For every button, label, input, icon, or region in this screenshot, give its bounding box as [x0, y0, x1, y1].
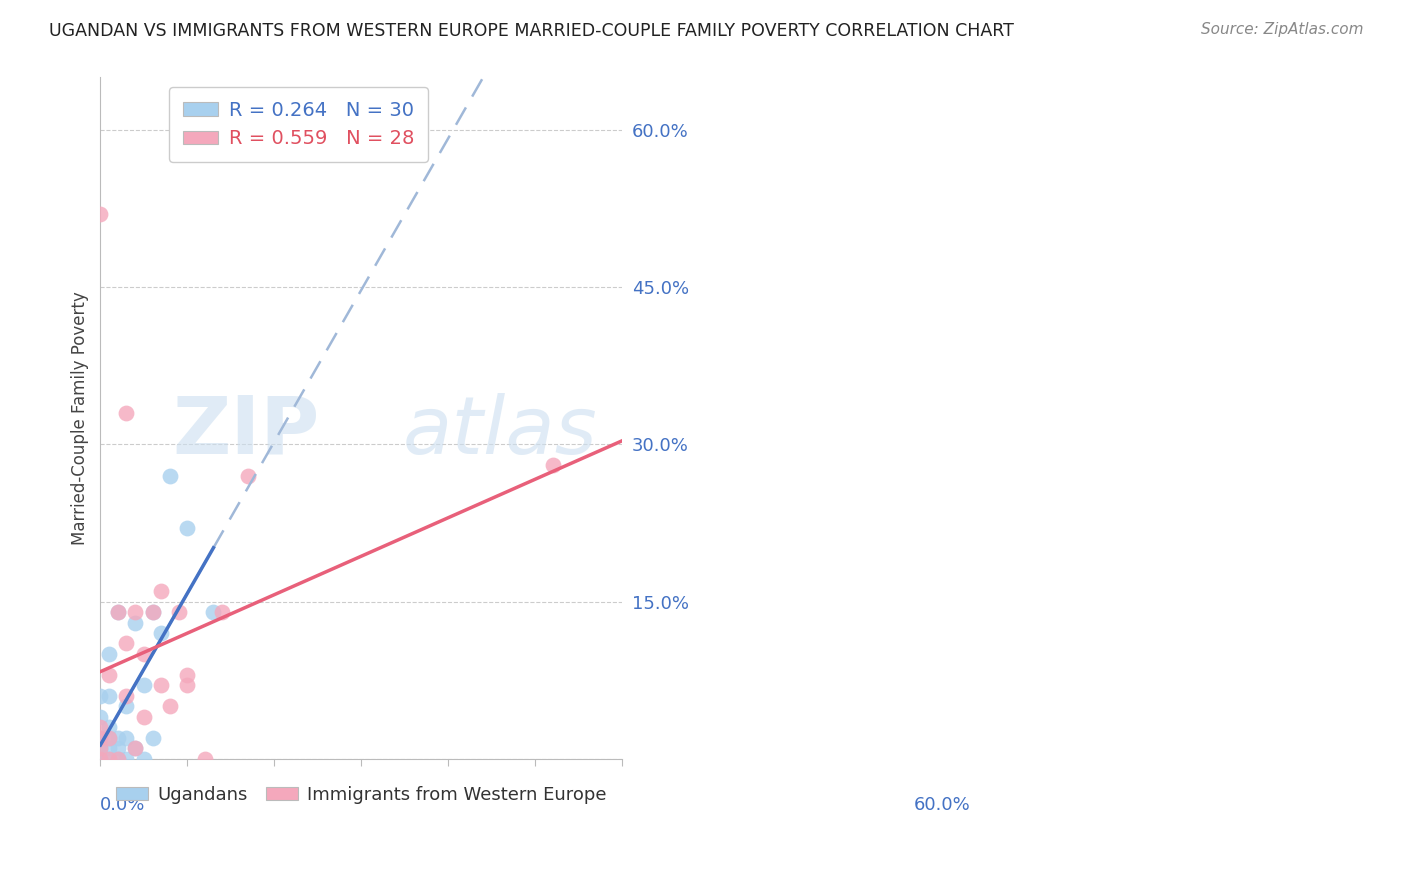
Point: [150, 584, 173, 599]
Point: [115, 752, 138, 766]
Point: [176, 668, 198, 682]
Point: [98, 731, 121, 745]
Point: [176, 678, 198, 692]
Point: [142, 605, 165, 619]
Point: [89, 207, 111, 221]
Point: [98, 720, 121, 734]
Point: [89, 752, 111, 766]
Point: [89, 710, 111, 724]
Text: 60.0%: 60.0%: [914, 797, 970, 814]
Point: [167, 605, 190, 619]
Point: [89, 720, 111, 734]
Point: [107, 741, 129, 756]
Point: [89, 752, 111, 766]
Point: [89, 741, 111, 756]
Point: [132, 710, 155, 724]
Point: [115, 406, 138, 420]
Point: [98, 752, 121, 766]
Point: [115, 636, 138, 650]
Point: [89, 741, 111, 756]
Point: [176, 521, 198, 535]
Point: [124, 741, 146, 756]
Point: [107, 752, 129, 766]
Point: [89, 731, 111, 745]
Point: [150, 626, 173, 640]
Point: [159, 468, 181, 483]
Text: UGANDAN VS IMMIGRANTS FROM WESTERN EUROPE MARRIED-COUPLE FAMILY POVERTY CORRELAT: UGANDAN VS IMMIGRANTS FROM WESTERN EUROP…: [49, 22, 1014, 40]
Point: [98, 689, 121, 703]
Point: [211, 605, 233, 619]
Point: [98, 752, 121, 766]
Point: [89, 752, 111, 766]
Point: [107, 731, 129, 745]
Point: [238, 468, 260, 483]
Point: [150, 678, 173, 692]
Point: [115, 699, 138, 714]
Point: [124, 615, 146, 630]
Y-axis label: Married-Couple Family Poverty: Married-Couple Family Poverty: [72, 291, 89, 545]
Point: [98, 731, 121, 745]
Text: ZIP: ZIP: [173, 392, 319, 471]
Legend: Ugandans, Immigrants from Western Europe: Ugandans, Immigrants from Western Europe: [108, 779, 614, 811]
Text: 0.0%: 0.0%: [100, 797, 146, 814]
Point: [89, 752, 111, 766]
Point: [115, 689, 138, 703]
Text: Source: ZipAtlas.com: Source: ZipAtlas.com: [1201, 22, 1364, 37]
Point: [89, 689, 111, 703]
Point: [124, 741, 146, 756]
Point: [142, 605, 165, 619]
Point: [98, 647, 121, 661]
Point: [115, 731, 138, 745]
Point: [98, 668, 121, 682]
Point: [194, 752, 217, 766]
Point: [159, 699, 181, 714]
Point: [142, 731, 165, 745]
Point: [107, 605, 129, 619]
Text: atlas: atlas: [404, 392, 598, 471]
Point: [107, 605, 129, 619]
Point: [132, 678, 155, 692]
Point: [132, 647, 155, 661]
Point: [541, 458, 564, 473]
Point: [132, 752, 155, 766]
Point: [107, 752, 129, 766]
Point: [98, 741, 121, 756]
Point: [124, 605, 146, 619]
Point: [202, 605, 225, 619]
Point: [89, 731, 111, 745]
